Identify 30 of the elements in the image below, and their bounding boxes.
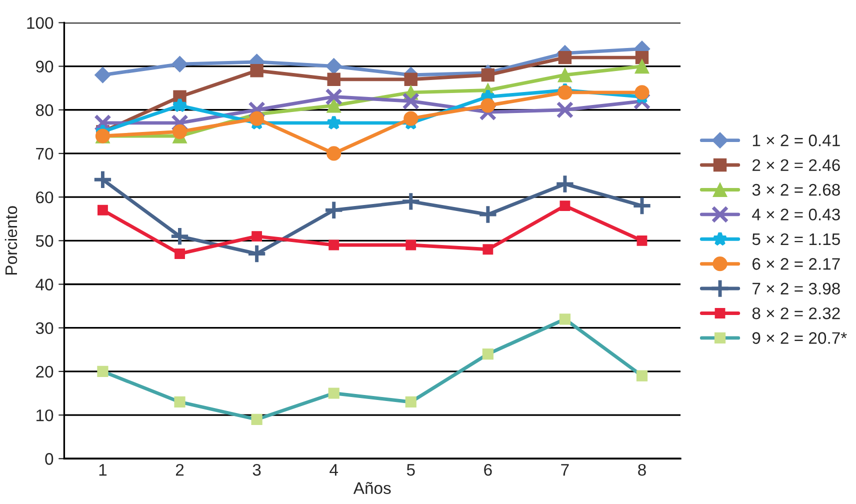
y-tick-label: 40 <box>36 278 54 290</box>
legend-label: 8 × 2 = 2.32 <box>752 307 840 320</box>
y-tick-label: 80 <box>36 104 54 116</box>
legend-label: 7 × 2 = 3.98 <box>752 282 840 295</box>
y-axis-title: Porciento <box>4 206 18 274</box>
legend-label: 4 × 2 = 0.43 <box>752 208 840 220</box>
legend-label: 3 × 2 = 2.68 <box>752 184 840 196</box>
x-tick-label: 7 <box>561 464 569 476</box>
legend-label: 6 × 2 = 2.17 <box>752 258 840 270</box>
legend-label: 5 × 2 = 1.15 <box>752 233 840 246</box>
x-tick-label: 3 <box>252 464 261 476</box>
x-tick-label: 4 <box>330 464 338 476</box>
legend-label: 1 × 2 = 0.41 <box>752 134 840 146</box>
x-tick-label: 1 <box>99 464 107 476</box>
y-tick-label: 70 <box>36 148 54 160</box>
y-tick-label: 30 <box>36 322 54 334</box>
x-axis-title: Años <box>353 482 391 494</box>
y-tick-label: 10 <box>36 409 54 422</box>
y-tick-label: 50 <box>36 235 54 247</box>
x-tick-label: 5 <box>406 464 415 476</box>
x-tick-label: 2 <box>176 464 184 476</box>
y-tick-label: 100 <box>27 17 54 29</box>
y-tick-label: 90 <box>36 60 54 72</box>
legend-label: 9 × 2 = 20.7* <box>752 332 847 344</box>
y-tick-label: 20 <box>36 366 54 378</box>
legend-label: 2 × 2 = 2.46 <box>752 159 840 172</box>
y-tick-label: 0 <box>45 453 54 465</box>
x-tick-label: 6 <box>484 464 492 476</box>
y-tick-label: 60 <box>36 191 54 204</box>
x-tick-label: 8 <box>638 464 646 476</box>
